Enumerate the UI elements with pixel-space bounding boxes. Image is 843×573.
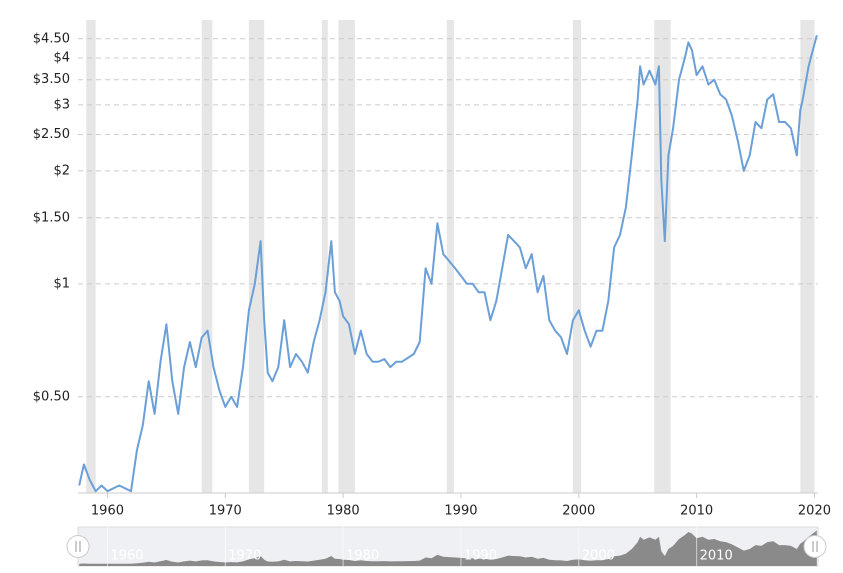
x-tick-label: 1970 — [209, 504, 242, 519]
recession-band — [321, 20, 328, 493]
x-tick-label: 1990 — [444, 504, 477, 519]
y-tick-label: $1.50 — [33, 210, 70, 225]
navigator-label: 1960 — [110, 549, 143, 564]
y-tick-label: $2 — [53, 163, 70, 178]
handle-knob — [803, 535, 827, 558]
recession-band — [201, 20, 213, 493]
navigator-label: 1970 — [228, 549, 261, 564]
navigator-handle[interactable] — [803, 535, 827, 558]
navigator-area — [79, 530, 817, 566]
recession-band — [800, 20, 815, 493]
x-tick-label: 2010 — [680, 504, 713, 519]
recession-band — [86, 20, 96, 493]
recession-band — [654, 20, 671, 493]
navigator-label: 2010 — [700, 549, 733, 564]
y-tick-label: $1 — [53, 276, 70, 291]
y-tick-label: $4 — [53, 50, 70, 65]
y-tick-label: $0.50 — [33, 389, 70, 404]
handle-knob — [66, 535, 90, 558]
navigator-handle[interactable] — [66, 535, 90, 558]
x-tick-label: 1980 — [327, 504, 360, 519]
y-tick-label: $3 — [53, 97, 70, 112]
price-line — [78, 34, 818, 493]
recession-band — [446, 20, 454, 493]
recession-band — [248, 20, 265, 493]
y-tick-label: $4.50 — [33, 31, 70, 46]
recession-band — [338, 20, 355, 493]
x-tick-label: 2000 — [562, 504, 595, 519]
recession-band — [572, 20, 582, 493]
x-tick-label: 1960 — [91, 504, 124, 519]
navigator-label: 1990 — [464, 549, 497, 564]
y-tick-label: $2.50 — [33, 127, 70, 142]
y-tick-label: $3.50 — [33, 72, 70, 87]
navigator-label: 2000 — [582, 549, 615, 564]
navigator-label: 1980 — [346, 549, 379, 564]
x-tick-label: 2020 — [798, 504, 831, 519]
